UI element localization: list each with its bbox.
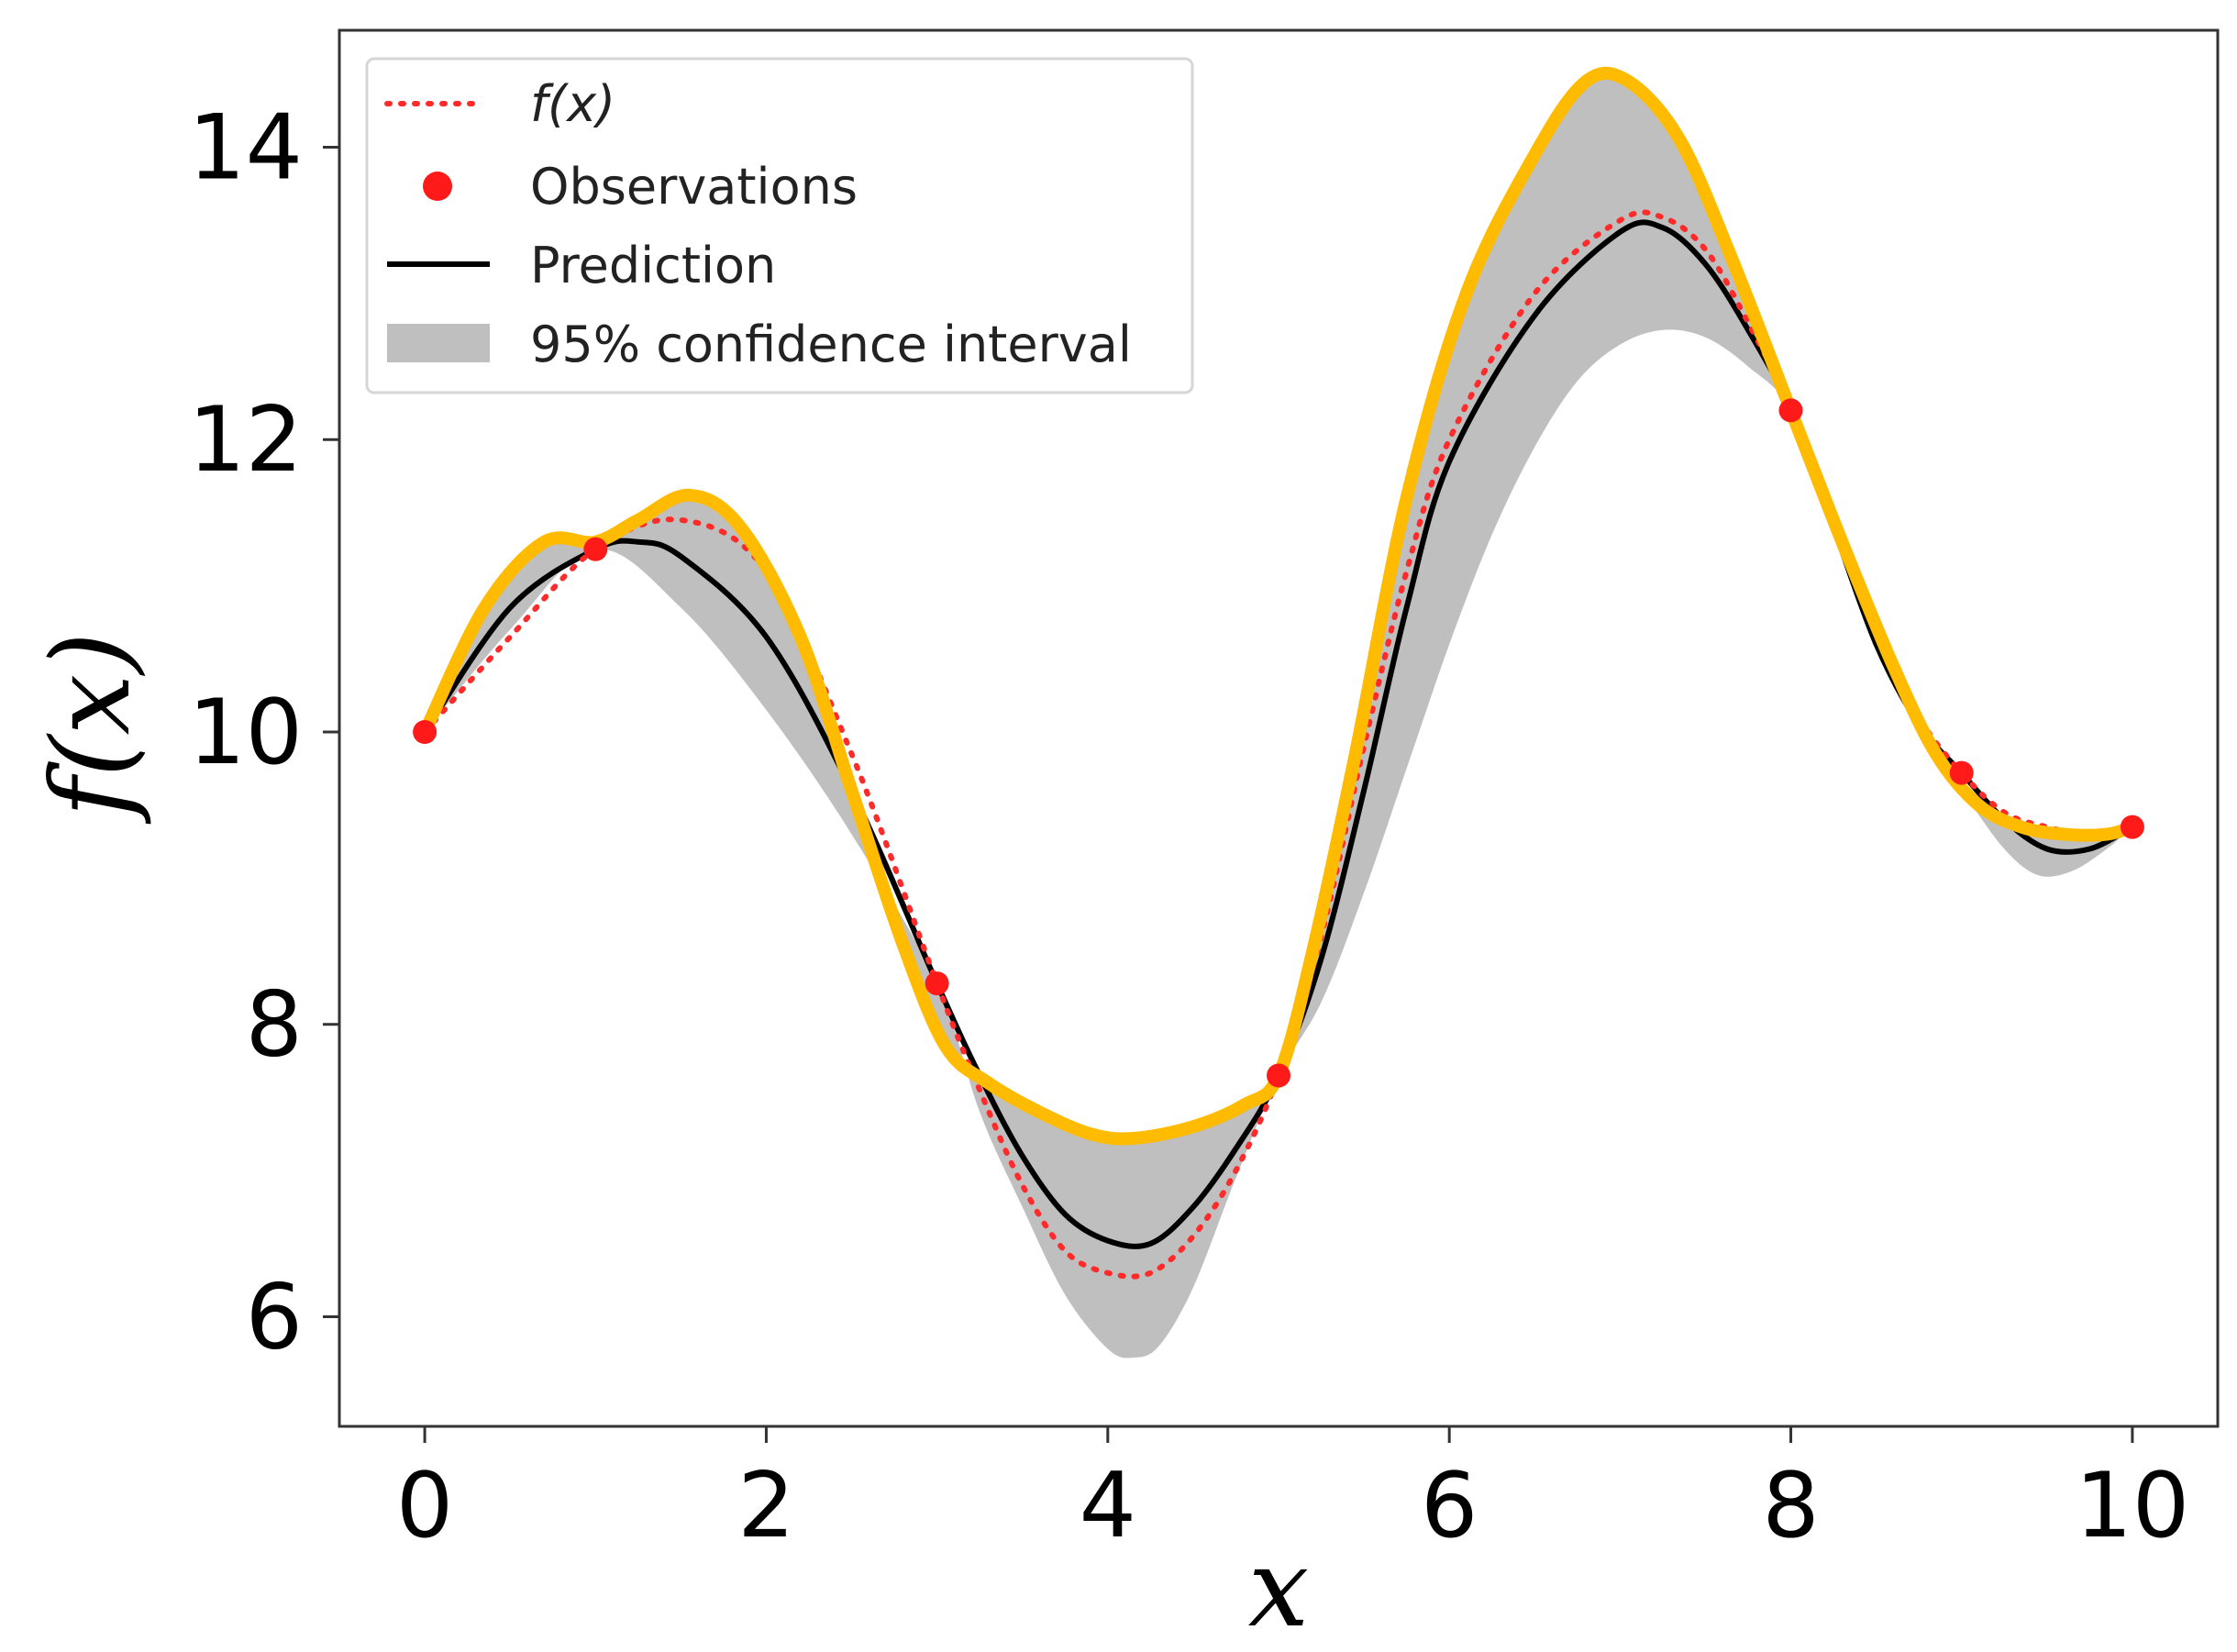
y-tick-label: 14: [188, 95, 303, 200]
x-tick-label: 10: [2076, 1454, 2190, 1558]
y-tick-label: 6: [246, 1265, 303, 1369]
observation-points: [413, 398, 2144, 1088]
legend: f(x) Observations Prediction 95% confide…: [365, 57, 1194, 394]
y-tick-label: 12: [188, 388, 303, 493]
plot-layer: [413, 66, 2144, 1358]
x-tick-label: 2: [737, 1454, 794, 1558]
axes-frame: [338, 28, 2220, 1428]
observation-point: [1949, 760, 1974, 785]
legend-ci-label: 95% confidence interval: [530, 316, 1132, 373]
upper-bound-line: [418, 66, 2139, 1146]
legend-prediction-label: Prediction: [530, 237, 776, 294]
y-axis-label: f(x): [28, 632, 154, 825]
legend-fx-label: f(x): [530, 75, 615, 133]
x-tick-label: 0: [396, 1454, 453, 1558]
legend-ci-swatch: [387, 324, 490, 362]
y-axis-ticks: 6 8 10 12 14: [188, 95, 339, 1369]
observation-point: [1778, 398, 1803, 423]
observation-point: [925, 971, 949, 996]
observation-point: [1267, 1063, 1290, 1088]
observation-point: [583, 537, 608, 561]
legend-observations-swatch: [423, 172, 452, 201]
legend-box: [365, 57, 1194, 394]
x-tick-label: 6: [1421, 1454, 1478, 1558]
x-axis-label: x: [1248, 1524, 1310, 1651]
y-tick-label: 10: [188, 681, 303, 785]
legend-observations-label: Observations: [530, 158, 858, 216]
x-tick-label: 4: [1080, 1454, 1136, 1558]
y-tick-label: 8: [246, 973, 303, 1078]
x-tick-label: 8: [1762, 1454, 1819, 1558]
observation-point: [413, 720, 437, 744]
x-axis-ticks: 0 2 4 6 8 10: [396, 1426, 2189, 1558]
observation-point: [2120, 815, 2144, 839]
